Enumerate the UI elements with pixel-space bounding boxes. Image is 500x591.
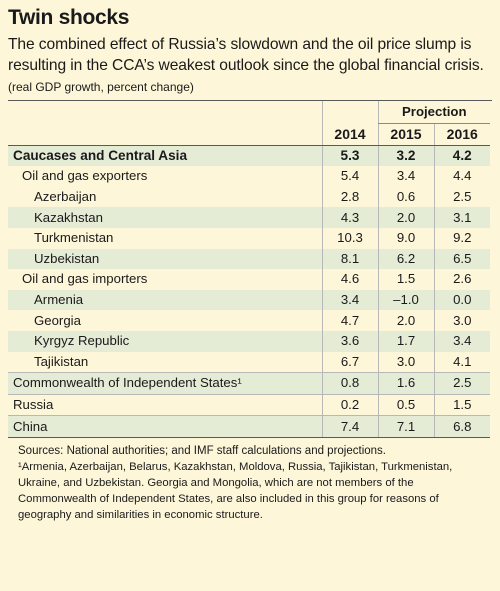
value-cell: 5.4 bbox=[321, 166, 378, 187]
table-row: Turkmenistan 10.3 9.0 9.2 bbox=[8, 227, 491, 249]
table-row: Commonwealth of Independent States¹ 0.8 1.… bbox=[8, 372, 491, 395]
value-cell: 9.0 bbox=[377, 227, 434, 249]
table-body: Caucases and Central Asia 5.3 3.2 4.2 Oil an… bbox=[8, 145, 491, 438]
exhibit-title: Twin shocks bbox=[8, 6, 130, 29]
projection-header: Projection bbox=[377, 101, 491, 124]
footnote-1: ¹Armenia, Azerbaijan, Belarus, Kazakhsta… bbox=[18, 460, 453, 521]
value-cell: 8.1 bbox=[321, 248, 378, 270]
header-label-cell bbox=[8, 123, 322, 146]
table-row: Kazakhstan 4.3 2.0 3.1 bbox=[8, 207, 491, 228]
value-cell: 4.3 bbox=[321, 207, 378, 228]
value-cell: 2.5 bbox=[433, 372, 491, 395]
value-cell: 4.2 bbox=[433, 145, 491, 167]
table-row: Armenia 3.4 –1.0 0.0 bbox=[8, 289, 491, 311]
value-cell: 5.3 bbox=[321, 145, 378, 167]
row-label: Tajikistan bbox=[34, 353, 89, 369]
value-cell: 0.0 bbox=[433, 289, 491, 311]
value-cell: 4.1 bbox=[433, 351, 491, 373]
table-row: Tajikistan 6.7 3.0 4.1 bbox=[8, 351, 491, 373]
gdp-growth-table: Projection 2014 2015 2016 Caucases and C… bbox=[8, 101, 491, 438]
value-cell: 1.5 bbox=[377, 269, 434, 290]
footnotes: Sources: National authorities; and IMF s… bbox=[8, 443, 492, 523]
value-cell: 3.2 bbox=[377, 145, 434, 167]
table-row: Russia 0.2 0.5 1.5 bbox=[8, 393, 491, 416]
data-table-container: Projection 2014 2015 2016 Caucases and C… bbox=[8, 100, 492, 438]
row-label: Turkmenistan bbox=[34, 230, 114, 246]
table-row: Kyrgyz Republic 3.6 1.7 3.4 bbox=[8, 330, 491, 352]
value-cell: 1.6 bbox=[377, 372, 434, 395]
header-empty-cell bbox=[8, 101, 322, 124]
table-row: Azerbaijan 2.8 0.6 2.5 bbox=[8, 186, 491, 208]
value-cell: 1.7 bbox=[377, 330, 434, 352]
value-cell: 2.5 bbox=[433, 186, 491, 208]
sources-note: Sources: National authorities; and IMF s… bbox=[18, 444, 386, 457]
row-label: Russia bbox=[8, 393, 322, 416]
value-cell: 0.2 bbox=[321, 393, 378, 416]
unit-note: (real GDP growth, percent change) bbox=[8, 80, 194, 94]
value-cell: 4.6 bbox=[321, 269, 378, 290]
row-label: Commonwealth of Independent States¹ bbox=[8, 372, 322, 395]
value-cell: 0.5 bbox=[377, 393, 434, 416]
value-cell: 7.1 bbox=[377, 415, 434, 438]
value-cell: 4.4 bbox=[433, 166, 491, 187]
value-cell: 6.2 bbox=[377, 248, 434, 270]
value-cell: 1.5 bbox=[433, 393, 491, 416]
value-cell: 3.4 bbox=[377, 166, 434, 187]
value-cell: 2.0 bbox=[377, 207, 434, 228]
header-years-row: 2014 2015 2016 bbox=[8, 123, 491, 146]
value-cell: 3.1 bbox=[433, 207, 491, 228]
row-label: Kyrgyz Republic bbox=[8, 330, 322, 352]
table-row: Oil and gas importers 4.6 1.5 2.6 bbox=[8, 269, 491, 290]
table-row: Uzbekistan 8.1 6.2 6.5 bbox=[8, 248, 491, 270]
value-cell: 10.3 bbox=[321, 227, 378, 249]
row-label: Oil and gas importers bbox=[22, 271, 148, 287]
table-row: Oil and gas exporters 5.4 3.4 4.4 bbox=[8, 166, 491, 187]
row-label: China bbox=[8, 415, 322, 438]
value-cell: 7.4 bbox=[321, 415, 378, 438]
table-row: Georgia 4.7 2.0 3.0 bbox=[8, 310, 491, 331]
header-empty-2014 bbox=[321, 101, 378, 124]
row-label: Georgia bbox=[34, 312, 81, 328]
value-cell: 2.0 bbox=[377, 310, 434, 331]
year-header: 2016 bbox=[433, 123, 491, 146]
row-label: Armenia bbox=[8, 289, 322, 311]
value-cell: 6.5 bbox=[433, 248, 491, 270]
row-label: Uzbekistan bbox=[8, 248, 322, 270]
value-cell: 3.0 bbox=[433, 310, 491, 331]
value-cell: 6.7 bbox=[321, 351, 378, 373]
row-label: Kazakhstan bbox=[8, 207, 322, 228]
value-cell: 3.4 bbox=[321, 289, 378, 311]
value-cell: 0.8 bbox=[321, 372, 378, 395]
value-cell: –1.0 bbox=[377, 289, 434, 311]
row-label: Azerbaijan bbox=[34, 189, 97, 205]
year-header: 2014 bbox=[321, 123, 378, 146]
value-cell: 3.4 bbox=[433, 330, 491, 352]
value-cell: 2.8 bbox=[321, 186, 378, 208]
table-row: China 7.4 7.1 6.8 bbox=[8, 415, 491, 438]
row-label: Oil and gas exporters bbox=[22, 168, 148, 184]
value-cell: 4.7 bbox=[321, 310, 378, 331]
value-cell: 2.6 bbox=[433, 269, 491, 290]
value-cell: 9.2 bbox=[433, 227, 491, 249]
exhibit-subtitle: The combined effect of Russia’s slowdown… bbox=[8, 36, 484, 74]
row-label: Caucases and Central Asia bbox=[8, 145, 322, 167]
value-cell: 0.6 bbox=[377, 186, 434, 208]
header-group-row: Projection bbox=[8, 101, 491, 124]
value-cell: 3.6 bbox=[321, 330, 378, 352]
year-header: 2015 bbox=[377, 123, 434, 146]
table-row: Caucases and Central Asia 5.3 3.2 4.2 bbox=[8, 145, 491, 167]
value-cell: 6.8 bbox=[433, 415, 491, 438]
value-cell: 3.0 bbox=[377, 351, 434, 373]
